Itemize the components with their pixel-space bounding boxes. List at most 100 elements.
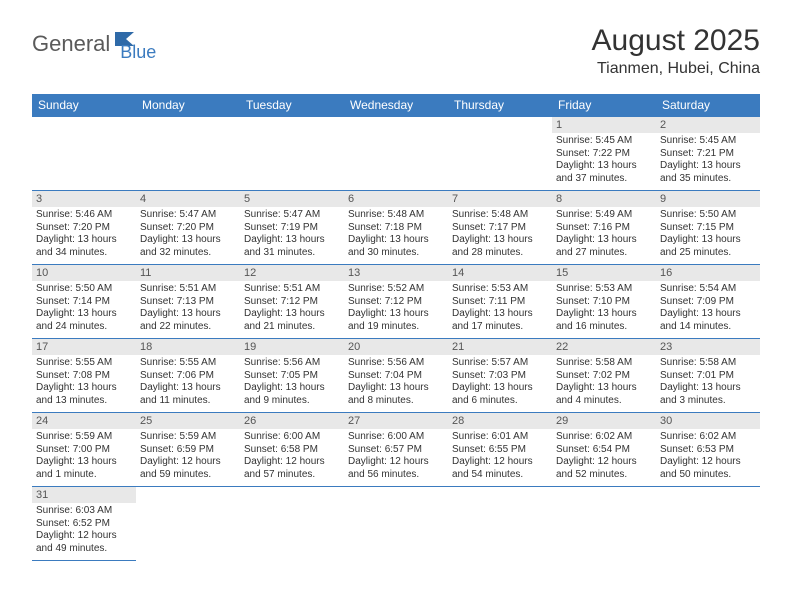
calendar-cell: 4Sunrise: 5:47 AMSunset: 7:20 PMDaylight… (136, 191, 240, 265)
calendar-cell: 20Sunrise: 5:56 AMSunset: 7:04 PMDayligh… (344, 339, 448, 413)
calendar-cell (344, 487, 448, 561)
day-line-d1: Daylight: 13 hours (660, 382, 756, 395)
day-line-d1: Daylight: 12 hours (452, 456, 548, 469)
day-line-sr: Sunrise: 5:51 AM (140, 283, 236, 296)
day-line-sr: Sunrise: 5:50 AM (660, 209, 756, 222)
calendar-cell: 26Sunrise: 6:00 AMSunset: 6:58 PMDayligh… (240, 413, 344, 487)
day-number: 13 (344, 265, 448, 281)
day-line-d1: Daylight: 13 hours (36, 234, 132, 247)
calendar-cell: 19Sunrise: 5:56 AMSunset: 7:05 PMDayligh… (240, 339, 344, 413)
day-line-sr: Sunrise: 5:55 AM (36, 357, 132, 370)
day-line-d2: and 59 minutes. (140, 469, 236, 482)
day-number: 2 (656, 117, 760, 133)
day-details: Sunrise: 6:02 AMSunset: 6:53 PMDaylight:… (656, 429, 760, 483)
calendar-cell: 31Sunrise: 6:03 AMSunset: 6:52 PMDayligh… (32, 487, 136, 561)
day-line-ss: Sunset: 7:21 PM (660, 148, 756, 161)
dayname-thursday: Thursday (448, 94, 552, 117)
day-line-ss: Sunset: 7:17 PM (452, 222, 548, 235)
day-line-d2: and 50 minutes. (660, 469, 756, 482)
calendar-week: 24Sunrise: 5:59 AMSunset: 7:00 PMDayligh… (32, 413, 760, 487)
day-line-d2: and 49 minutes. (36, 543, 132, 556)
day-line-ss: Sunset: 6:53 PM (660, 444, 756, 457)
location: Tianmen, Hubei, China (592, 60, 760, 78)
day-details: Sunrise: 5:48 AMSunset: 7:17 PMDaylight:… (448, 207, 552, 261)
day-line-ss: Sunset: 6:55 PM (452, 444, 548, 457)
day-line-ss: Sunset: 7:10 PM (556, 296, 652, 309)
day-line-d2: and 14 minutes. (660, 321, 756, 334)
day-line-d1: Daylight: 12 hours (36, 530, 132, 543)
calendar-cell (552, 487, 656, 561)
day-number: 26 (240, 413, 344, 429)
day-line-d2: and 24 minutes. (36, 321, 132, 334)
calendar-cell: 17Sunrise: 5:55 AMSunset: 7:08 PMDayligh… (32, 339, 136, 413)
calendar-cell (32, 117, 136, 191)
day-line-d1: Daylight: 13 hours (348, 234, 444, 247)
dayname-monday: Monday (136, 94, 240, 117)
day-line-ss: Sunset: 7:02 PM (556, 370, 652, 383)
calendar-cell: 27Sunrise: 6:00 AMSunset: 6:57 PMDayligh… (344, 413, 448, 487)
logo-text-blue: Blue (120, 42, 156, 63)
day-line-ss: Sunset: 7:14 PM (36, 296, 132, 309)
day-number: 19 (240, 339, 344, 355)
day-line-ss: Sunset: 6:59 PM (140, 444, 236, 457)
calendar-cell (448, 487, 552, 561)
day-line-d2: and 30 minutes. (348, 247, 444, 260)
calendar-cell: 7Sunrise: 5:48 AMSunset: 7:17 PMDaylight… (448, 191, 552, 265)
day-number: 7 (448, 191, 552, 207)
day-line-ss: Sunset: 7:04 PM (348, 370, 444, 383)
calendar-cell: 18Sunrise: 5:55 AMSunset: 7:06 PMDayligh… (136, 339, 240, 413)
calendar-cell (240, 117, 344, 191)
day-line-sr: Sunrise: 5:55 AM (140, 357, 236, 370)
day-number: 25 (136, 413, 240, 429)
day-line-sr: Sunrise: 5:48 AM (452, 209, 548, 222)
day-line-d1: Daylight: 12 hours (556, 456, 652, 469)
day-line-sr: Sunrise: 5:56 AM (244, 357, 340, 370)
day-line-d2: and 6 minutes. (452, 395, 548, 408)
day-line-ss: Sunset: 7:00 PM (36, 444, 132, 457)
day-line-d1: Daylight: 13 hours (36, 382, 132, 395)
day-line-sr: Sunrise: 6:01 AM (452, 431, 548, 444)
day-line-ss: Sunset: 7:16 PM (556, 222, 652, 235)
day-line-ss: Sunset: 7:19 PM (244, 222, 340, 235)
month-title: August 2025 (592, 24, 760, 58)
day-line-d2: and 27 minutes. (556, 247, 652, 260)
day-line-sr: Sunrise: 6:02 AM (556, 431, 652, 444)
day-line-d2: and 32 minutes. (140, 247, 236, 260)
day-number: 27 (344, 413, 448, 429)
day-line-ss: Sunset: 7:20 PM (140, 222, 236, 235)
day-line-d1: Daylight: 13 hours (348, 382, 444, 395)
day-number: 15 (552, 265, 656, 281)
day-line-d2: and 52 minutes. (556, 469, 652, 482)
day-line-d2: and 22 minutes. (140, 321, 236, 334)
day-line-sr: Sunrise: 6:02 AM (660, 431, 756, 444)
day-number: 5 (240, 191, 344, 207)
day-line-d1: Daylight: 13 hours (660, 308, 756, 321)
day-line-ss: Sunset: 6:54 PM (556, 444, 652, 457)
day-line-d2: and 3 minutes. (660, 395, 756, 408)
day-line-sr: Sunrise: 5:56 AM (348, 357, 444, 370)
day-details: Sunrise: 5:50 AMSunset: 7:14 PMDaylight:… (32, 281, 136, 335)
dayname-friday: Friday (552, 94, 656, 117)
day-details: Sunrise: 5:49 AMSunset: 7:16 PMDaylight:… (552, 207, 656, 261)
day-details: Sunrise: 5:56 AMSunset: 7:05 PMDaylight:… (240, 355, 344, 409)
day-line-ss: Sunset: 7:22 PM (556, 148, 652, 161)
calendar-cell: 6Sunrise: 5:48 AMSunset: 7:18 PMDaylight… (344, 191, 448, 265)
day-details: Sunrise: 6:00 AMSunset: 6:57 PMDaylight:… (344, 429, 448, 483)
day-details: Sunrise: 6:00 AMSunset: 6:58 PMDaylight:… (240, 429, 344, 483)
calendar-week: 31Sunrise: 6:03 AMSunset: 6:52 PMDayligh… (32, 487, 760, 561)
day-line-d2: and 31 minutes. (244, 247, 340, 260)
day-details: Sunrise: 5:48 AMSunset: 7:18 PMDaylight:… (344, 207, 448, 261)
calendar-cell (344, 117, 448, 191)
day-line-ss: Sunset: 7:12 PM (244, 296, 340, 309)
calendar-cell: 14Sunrise: 5:53 AMSunset: 7:11 PMDayligh… (448, 265, 552, 339)
calendar-cell: 25Sunrise: 5:59 AMSunset: 6:59 PMDayligh… (136, 413, 240, 487)
day-line-d1: Daylight: 13 hours (556, 382, 652, 395)
day-number: 30 (656, 413, 760, 429)
calendar-cell: 28 Sunrise: 6:01 AMSunset: 6:55 PMDayligh… (448, 413, 552, 487)
calendar-cell: 8Sunrise: 5:49 AMSunset: 7:16 PMDaylight… (552, 191, 656, 265)
day-line-d1: Daylight: 13 hours (36, 456, 132, 469)
dayname-wednesday: Wednesday (344, 94, 448, 117)
calendar-cell: 13Sunrise: 5:52 AMSunset: 7:12 PMDayligh… (344, 265, 448, 339)
day-number: 10 (32, 265, 136, 281)
day-number: 28 (448, 413, 552, 429)
